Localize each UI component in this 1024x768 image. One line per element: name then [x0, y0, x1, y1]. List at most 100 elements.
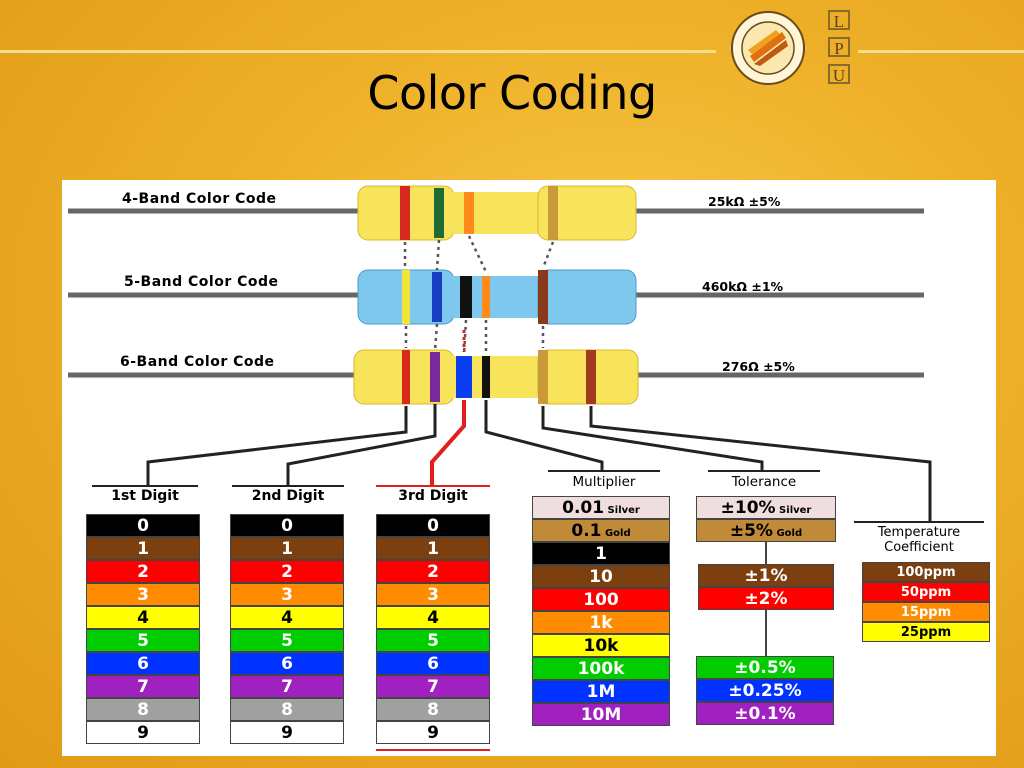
multiplier-cell-9-value: 10M: [580, 705, 622, 725]
band-4-1: [400, 186, 410, 240]
first-digit-cell-0: 0: [86, 514, 200, 537]
band-5-4: [482, 276, 490, 318]
tolerance-bot-cell-0-value: ±0.5%: [734, 658, 796, 678]
tolerance-mid-cell-1: ±2%: [698, 587, 834, 610]
third-digit-cell-5: 5: [376, 629, 490, 652]
third-digit-cell-7: 7: [376, 675, 490, 698]
value-6band: 276Ω ±5%: [722, 359, 795, 374]
third-digit-cell-4: 4: [376, 606, 490, 629]
label-4band: 4-Band Color Code: [122, 191, 277, 207]
multiplier-cell-0-value: 0.01: [562, 498, 605, 518]
header-tempco-line2: Coefficient: [884, 540, 954, 555]
first-digit-cell-9: 9: [86, 721, 200, 744]
tolerance-top-cell-0-value: ±10%: [720, 498, 776, 518]
label-5band: 5-Band Color Code: [124, 274, 279, 290]
third-digit-leader: [430, 400, 466, 486]
header-2nd-digit: 2nd Digit: [251, 488, 325, 504]
multiplier-cell-0-tag: Silver: [604, 505, 640, 516]
band-4-4: [548, 186, 558, 240]
third-digit-cell-6: 6: [376, 652, 490, 675]
resistor-diagram: 4-Band Color Code 5-Band Color Code 6-Ba…: [68, 185, 984, 751]
band-6-1: [402, 350, 410, 404]
first-digit-cell-9-value: 9: [137, 723, 149, 743]
header-tempco-line1: Temperature: [877, 525, 961, 540]
color-code-diagram: 4-Band Color Code 5-Band Color Code 6-Ba…: [62, 180, 996, 756]
second-digit-cell-1: 1: [230, 537, 344, 560]
header-1st-digit: 1st Digit: [111, 488, 179, 504]
first-digit-cell-2: 2: [86, 560, 200, 583]
third-digit-cell-1: 1: [376, 537, 490, 560]
first-digit-cell-3: 3: [86, 583, 200, 606]
logo-letter-l: L: [828, 10, 850, 31]
multiplier-cell-0: 0.01 Silver: [532, 496, 670, 519]
tolerance-bot-cell-2-value: ±0.1%: [734, 704, 796, 724]
third-digit-cell-3: 3: [376, 583, 490, 606]
second-digit-cell-5: 5: [230, 629, 344, 652]
second-digit-cell-7: 7: [230, 675, 344, 698]
tempco-cell-0-value: 100ppm: [896, 565, 956, 580]
first-digit-cell-1-value: 1: [137, 539, 149, 559]
logo-letter-p: P: [828, 37, 850, 58]
band-alignment-dots: [403, 235, 555, 355]
first-digit-cell-6-value: 6: [137, 654, 149, 674]
university-seal-logo: [731, 11, 805, 85]
band-4-3: [464, 192, 474, 234]
multiplier-cell-1-tag: Gold: [601, 528, 631, 539]
second-digit-cell-8: 8: [230, 698, 344, 721]
second-digit-cell-3: 3: [230, 583, 344, 606]
tolerance-top-cell-1: ±5% Gold: [696, 519, 836, 542]
multiplier-cell-5-value: 1k: [589, 613, 613, 633]
third-digit-cell-2-value: 2: [427, 562, 439, 582]
first-digit-cell-1: 1: [86, 537, 200, 560]
third-digit-cell-0: 0: [376, 514, 490, 537]
first-digit-cell-5: 5: [86, 629, 200, 652]
multiplier-cell-1: 0.1 Gold: [532, 519, 670, 542]
multiplier-cell-9: 10M: [532, 703, 670, 726]
tolerance-bot-cell-0: ±0.5%: [696, 656, 834, 679]
multiplier-cell-4: 100: [532, 588, 670, 611]
multiplier-cell-1-value: 0.1: [571, 521, 602, 541]
multiplier-cell-3: 10: [532, 565, 670, 588]
multiplier-cell-6-value: 10k: [583, 636, 619, 656]
band-6-5: [538, 350, 548, 404]
band-6-6: [586, 350, 596, 404]
third-digit-cell-8: 8: [376, 698, 490, 721]
header-rule-left: [0, 50, 716, 53]
first-digit-cell-4-value: 4: [137, 608, 149, 628]
band-6-3: [456, 356, 472, 398]
band-6-2: [430, 352, 440, 402]
tempco-cell-1-value: 50ppm: [900, 585, 952, 600]
tempco-cell-3: 25ppm: [862, 622, 990, 642]
first-digit-cell-4: 4: [86, 606, 200, 629]
tempco-cell-2: 15ppm: [862, 602, 990, 622]
second-digit-cell-0: 0: [230, 514, 344, 537]
tempco-cell-2-value: 15ppm: [900, 605, 952, 620]
label-6band: 6-Band Color Code: [120, 354, 275, 370]
second-digit-cell-5-value: 5: [281, 631, 293, 651]
third-digit-cell-9: 9: [376, 721, 490, 744]
second-digit-cell-0-value: 0: [281, 516, 293, 536]
second-digit-cell-1-value: 1: [281, 539, 293, 559]
third-digit-cell-1-value: 1: [427, 539, 439, 559]
first-digit-cell-2-value: 2: [137, 562, 149, 582]
first-digit-cell-7-value: 7: [137, 677, 149, 697]
band-4-2: [434, 188, 444, 238]
second-digit-cell-7-value: 7: [281, 677, 293, 697]
tempco-cell-3-value: 25ppm: [900, 625, 952, 640]
third-digit-cell-4-value: 4: [427, 608, 439, 628]
third-digit-cell-0-value: 0: [427, 516, 439, 536]
tempco-cell-0: 100ppm: [862, 562, 990, 582]
tempco-cell-1: 50ppm: [862, 582, 990, 602]
second-digit-cell-6-value: 6: [281, 654, 293, 674]
third-digit-cell-9-value: 9: [427, 723, 439, 743]
slide-title: Color Coding: [367, 66, 657, 120]
band-5-2: [432, 272, 442, 322]
second-digit-cell-9-value: 9: [281, 723, 293, 743]
multiplier-cell-6: 10k: [532, 634, 670, 657]
second-digit-cell-6: 6: [230, 652, 344, 675]
value-5band: 460kΩ ±1%: [702, 279, 784, 294]
second-digit-cell-2: 2: [230, 560, 344, 583]
tolerance-top-cell-1-tag: Gold: [772, 528, 803, 539]
first-digit-cell-5-value: 5: [137, 631, 149, 651]
third-digit-cell-2: 2: [376, 560, 490, 583]
